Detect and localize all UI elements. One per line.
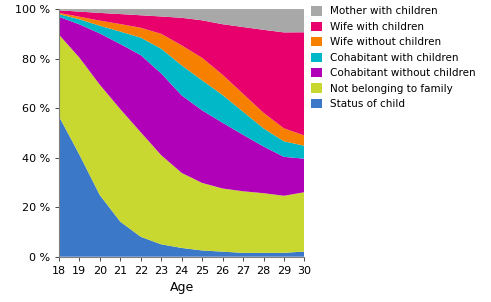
Legend: Mother with children, Wife with children, Wife without children, Cohabitant with: Mother with children, Wife with children… — [309, 4, 478, 111]
X-axis label: Age: Age — [169, 281, 194, 294]
